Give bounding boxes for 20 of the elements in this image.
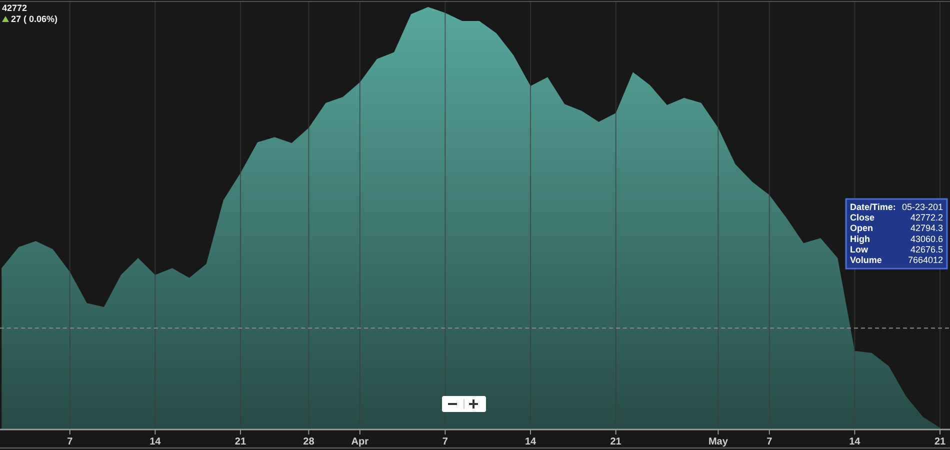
text: Volume 7664012 (850, 255, 943, 265)
x-tick-label: 14 (524, 436, 537, 448)
text: Low 42676.5 (850, 244, 943, 254)
x-tick-label: 21 (234, 436, 246, 448)
x-tick-label: 21 (934, 436, 946, 448)
x-tick-label: 28 (303, 436, 315, 448)
x-tick-label: 7 (442, 436, 448, 448)
annotation: Date/Time: 05-23-201 (850, 202, 943, 212)
x-tick-label: May (708, 436, 728, 448)
x-tick-label: 7 (766, 436, 773, 448)
chart-title: 42772 (2, 3, 28, 13)
text: 27 ( 0.06%) (11, 14, 58, 24)
x-tick-label: 14 (150, 436, 162, 448)
x-tick-label: 7 (67, 436, 74, 448)
text: Open 42794.3 (850, 223, 943, 234)
x-tick-label: 21 (610, 436, 622, 448)
text: Close 42772.2 (850, 212, 943, 223)
x-tick-label: Apr (351, 436, 369, 448)
text: High 43060.6 (850, 234, 943, 244)
x-tick-label: 14 (849, 436, 861, 448)
